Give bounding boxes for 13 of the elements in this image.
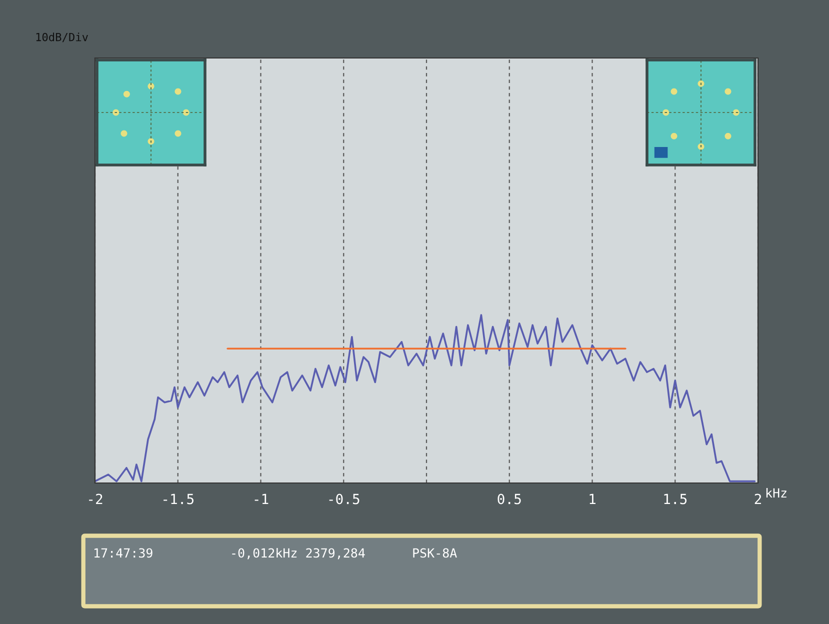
x-tick-label: 1 xyxy=(590,494,596,504)
x-tick-label: 1.5 xyxy=(664,494,687,504)
text: -0,012kHz 2379,284 xyxy=(232,548,365,560)
x-tick-label: -1.5 xyxy=(164,494,194,504)
x-axis-title: kHz xyxy=(766,488,786,498)
x-tick-label: -2 xyxy=(89,494,102,504)
x-tick-label: -0.5 xyxy=(329,494,360,504)
x-tick-label: 2 xyxy=(754,494,761,504)
x-tick-label: 0.5 xyxy=(498,494,521,504)
text: 10dB/Div xyxy=(36,32,88,42)
text: PSK-8A xyxy=(413,548,457,558)
text: 17:47:39 xyxy=(94,548,152,558)
x-tick-label: -1 xyxy=(254,494,268,504)
